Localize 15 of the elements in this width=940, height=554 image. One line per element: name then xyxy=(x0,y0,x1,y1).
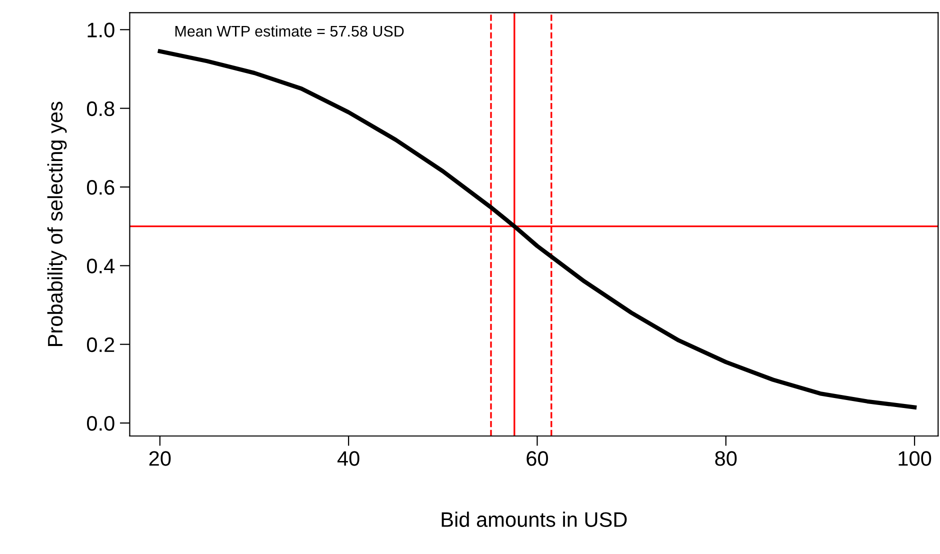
y-tick-label: 0.0 xyxy=(86,416,114,431)
x-tick-label: 80 xyxy=(715,451,737,466)
y-tick-label: 1.0 xyxy=(88,22,114,38)
y-tick-label: 0.6 xyxy=(86,180,114,195)
x-axis-title: Bid amounts in USD xyxy=(442,512,627,527)
y-tick-label: 0.4 xyxy=(86,258,115,274)
annotation: Mean WTP estimate = 57.58 USD xyxy=(175,25,404,37)
y-tick-label: 0.2 xyxy=(86,337,114,352)
x-tick-label: 40 xyxy=(337,451,360,466)
line-series xyxy=(158,49,917,410)
x-tick-label: 60 xyxy=(526,451,548,466)
x-tick-label: 100 xyxy=(898,451,932,466)
y-tick-label: 0.8 xyxy=(86,101,114,116)
y-axis-title: Probability of selecting yes xyxy=(47,102,67,346)
x-tick-label: 20 xyxy=(149,451,171,466)
